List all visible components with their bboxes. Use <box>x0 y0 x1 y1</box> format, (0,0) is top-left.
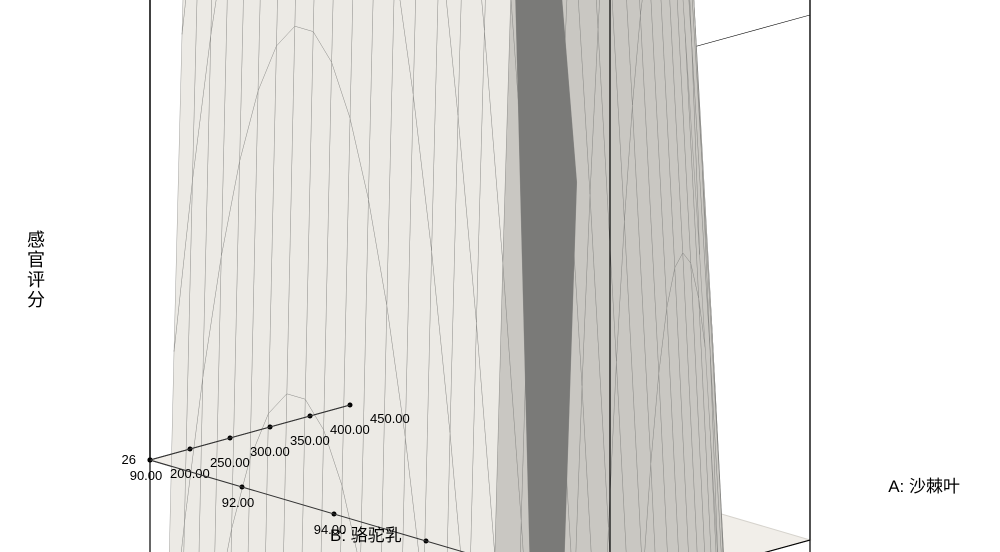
z-axis-label: 感官评分 <box>22 230 48 310</box>
svg-text:250.00: 250.00 <box>210 455 250 470</box>
y-axis-label: B: 骆驼乳 <box>330 521 402 546</box>
svg-text:400.00: 400.00 <box>330 422 370 437</box>
svg-text:450.00: 450.00 <box>370 411 410 426</box>
svg-text:90.00: 90.00 <box>130 468 163 483</box>
svg-text:350.00: 350.00 <box>290 433 330 448</box>
svg-text:26: 26 <box>122 452 136 467</box>
surface-plot-3d: 感官评分 A: 沙棘叶 B: 骆驼乳 26283032343638200.002… <box>0 0 1000 552</box>
x-axis-label: A: 沙棘叶 <box>888 472 960 497</box>
plot-canvas: 26283032343638200.00250.00300.00350.0040… <box>0 0 1000 552</box>
svg-text:300.00: 300.00 <box>250 444 290 459</box>
svg-text:200.00: 200.00 <box>170 466 210 481</box>
svg-text:92.00: 92.00 <box>222 495 255 510</box>
